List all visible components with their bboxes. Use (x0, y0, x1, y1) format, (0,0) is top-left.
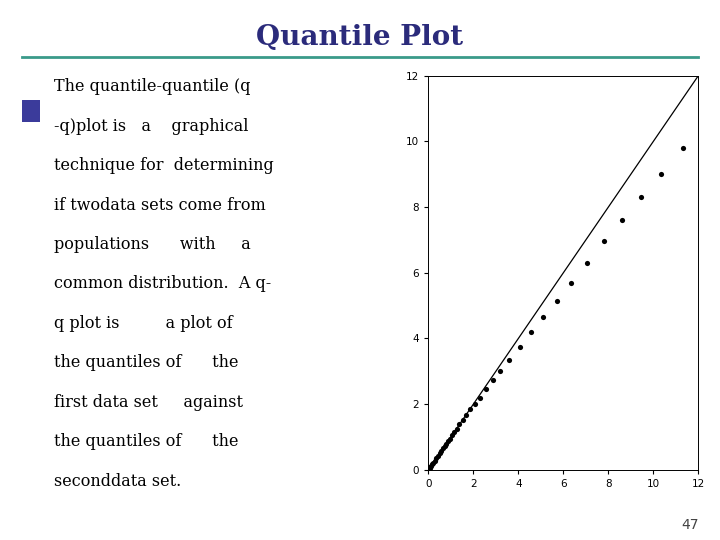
Point (474, 393, 485, 402)
Point (444, 434, 456, 443)
Point (436, 447, 447, 455)
Point (427, 460, 438, 468)
Point (434, 449, 446, 458)
Point (464, 404, 476, 413)
Point (437, 444, 449, 453)
Point (441, 439, 452, 448)
Point (677, 144, 688, 152)
Text: the quantiles of      the: the quantiles of the (54, 354, 238, 371)
Point (480, 385, 492, 394)
Point (655, 170, 667, 178)
Text: 47: 47 (681, 518, 698, 532)
Point (551, 296, 562, 305)
Text: -q)plot is   a    graphical: -q)plot is a graphical (54, 118, 248, 134)
Point (454, 420, 465, 429)
Point (451, 424, 462, 433)
Text: q plot is         a plot of: q plot is a plot of (54, 315, 233, 332)
Text: Quantile Plot: Quantile Plot (256, 24, 464, 51)
Point (616, 216, 628, 225)
Point (598, 237, 610, 246)
Point (428, 458, 439, 467)
Point (432, 451, 444, 460)
Point (581, 259, 593, 267)
Text: common distribution.  A q-: common distribution. A q- (54, 275, 271, 292)
Text: technique for  determining: technique for determining (54, 157, 274, 174)
Point (537, 313, 549, 321)
Point (431, 454, 442, 463)
Point (449, 428, 460, 436)
Text: populations      with     a: populations with a (54, 236, 251, 253)
Point (635, 193, 647, 201)
Text: seconddata set.: seconddata set. (54, 472, 181, 489)
Point (565, 278, 577, 287)
Point (424, 464, 436, 472)
Point (469, 400, 480, 408)
Point (461, 410, 472, 419)
Text: if twodata sets come from: if twodata sets come from (54, 197, 266, 213)
Text: the quantiles of      the: the quantiles of the (54, 433, 238, 450)
Point (495, 367, 506, 376)
Point (426, 462, 437, 470)
Point (438, 442, 451, 450)
Point (487, 376, 498, 385)
Point (456, 416, 468, 424)
Point (514, 342, 526, 351)
Text: The quantile-quantile (q: The quantile-quantile (q (54, 78, 251, 95)
Point (525, 328, 536, 337)
Point (429, 456, 441, 465)
Point (442, 436, 454, 445)
Point (695, 65, 706, 73)
Point (425, 463, 436, 471)
Text: first data set     against: first data set against (54, 394, 243, 410)
Point (504, 355, 516, 364)
Point (446, 431, 458, 440)
